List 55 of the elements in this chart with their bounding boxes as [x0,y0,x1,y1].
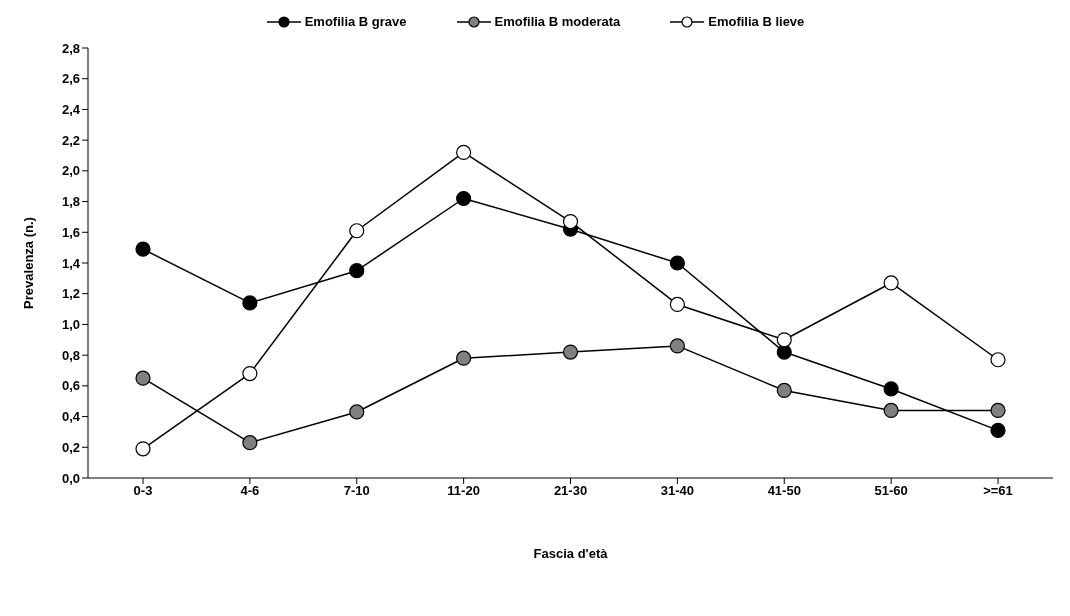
x-tick-label: 0-3 [133,483,153,499]
point [349,263,365,279]
y-tick-label: 1,0 [61,317,80,333]
point [990,352,1006,368]
y-axis-title: Prevalenza (n.) [20,217,36,309]
point [562,344,579,360]
y-tick-label: 2,0 [61,163,80,179]
point [669,296,685,313]
point [456,350,472,366]
y-tick-label: 1,6 [61,224,80,240]
point [456,190,472,207]
y-tick-label: 2,4 [61,102,81,118]
legend-label: Emofilia B lieve [707,14,805,29]
point [562,213,579,230]
point [776,382,792,399]
x-tick-label: 7-10 [343,483,370,499]
y-tick-label: 0,6 [61,378,80,394]
point [669,338,685,354]
point [242,435,258,451]
point [349,404,365,420]
point [883,402,899,419]
x-tick-label: 4-6 [240,483,260,499]
y-tick-label: 2,8 [61,40,80,56]
point [990,422,1006,438]
point [883,381,899,397]
point [776,344,792,360]
legend-label: Emofilia B grave [303,14,407,29]
point [776,332,792,348]
x-axis-title: Fascia d'età [533,546,609,561]
y-tick-label: 2,2 [61,132,80,148]
y-tick-label: 1,4 [61,255,81,271]
point [135,441,151,457]
y-tick-label: 2,6 [61,71,80,87]
point [669,255,685,271]
legend-label: Emofilia B moderata [493,14,621,29]
x-tick-label: 31-40 [660,483,694,499]
point [242,295,258,311]
point [135,370,151,386]
y-tick-label: 0,8 [61,347,80,363]
y-tick-label: 0,4 [61,409,81,425]
point [242,365,258,382]
point [135,241,151,257]
y-tick-label: 1,2 [61,286,80,302]
x-tick-label: 51-60 [874,483,908,499]
y-tick-label: 0,2 [61,439,80,455]
x-tick-label: 21-30 [553,483,588,499]
point [456,144,472,161]
x-tick-label: 41-50 [767,483,801,499]
point [990,402,1006,419]
y-tick-label: 1,8 [61,194,80,210]
x-tick-label: >=61 [983,483,1013,499]
x-tick-label: 11-20 [447,483,480,499]
y-tick-label: 0,0 [61,470,80,486]
point [349,223,365,239]
point [883,275,899,291]
